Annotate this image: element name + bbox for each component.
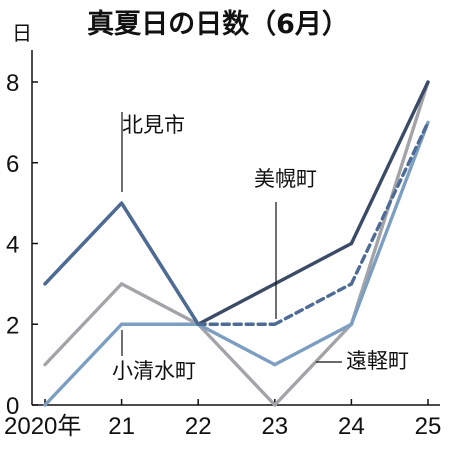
series-segment [196, 282, 277, 326]
series-segment [119, 282, 200, 326]
x-tick-label: 22 [185, 413, 212, 440]
label-leaders [121, 112, 342, 363]
y-tick-label: 4 [6, 232, 19, 259]
series-segment [43, 201, 124, 286]
series-segment [349, 120, 430, 286]
series-label: 小清水町 [112, 359, 196, 383]
series-segment [273, 282, 354, 326]
series-label: 遠軽町 [346, 349, 409, 373]
series-segment [196, 322, 277, 367]
x-tick-label: 25 [415, 413, 442, 440]
x-tick-label: 23 [261, 413, 288, 440]
series-segment [273, 322, 354, 407]
series-segment [273, 241, 354, 286]
y-tick-label: 0 [6, 393, 19, 420]
series-segment [273, 322, 354, 367]
series-segment [349, 80, 430, 246]
series-label: 美幌町 [254, 167, 317, 191]
y-tick-label: 6 [6, 151, 19, 178]
series-segment [196, 322, 277, 407]
chart-title: 真夏日の日数（6月） [87, 9, 349, 40]
x-tick-label: 2020年 [4, 413, 81, 440]
y-tick-label: 8 [6, 70, 19, 97]
x-tick-label: 24 [338, 413, 365, 440]
y-axis-unit: 日 [12, 21, 32, 45]
y-tick-label: 2 [6, 312, 19, 339]
series-segment [43, 282, 124, 367]
series-lines [43, 80, 430, 407]
series-label: 北見市 [122, 113, 185, 137]
series-segment [349, 120, 430, 326]
series-segment [43, 322, 124, 407]
series-1 [43, 120, 430, 326]
series-segment [119, 201, 200, 326]
x-tick-label: 21 [108, 413, 135, 440]
series-2 [43, 120, 430, 407]
series-0 [43, 80, 430, 326]
